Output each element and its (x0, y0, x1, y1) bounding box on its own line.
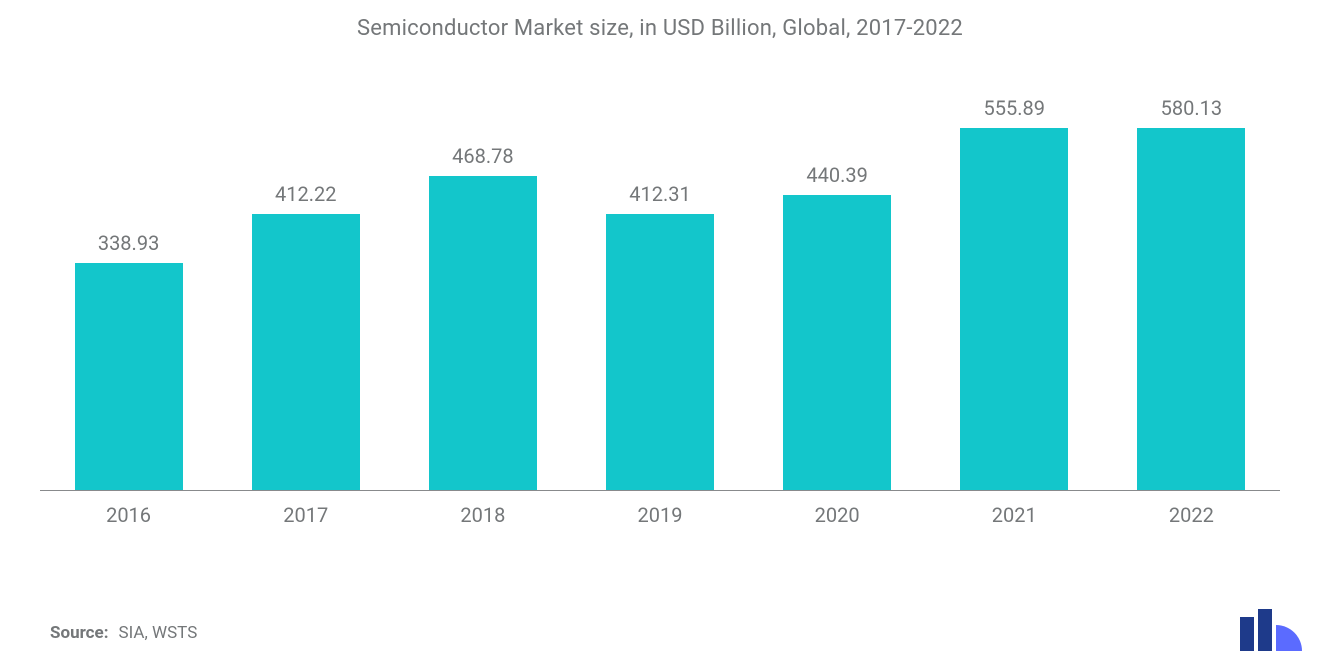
bar-slot: 468.78 (394, 96, 571, 490)
x-axis-label: 2016 (40, 503, 217, 527)
bar-value-label: 440.39 (806, 163, 867, 187)
bar-value-label: 338.93 (98, 231, 159, 255)
bar-value-label: 468.78 (452, 144, 513, 168)
bar (1137, 128, 1245, 490)
bar-slot: 412.22 (217, 96, 394, 490)
chart-title: Semiconductor Market size, in USD Billio… (0, 0, 1320, 41)
x-axis-label: 2017 (217, 503, 394, 527)
bar-value-label: 555.89 (984, 96, 1045, 120)
source-label: Source: (50, 623, 108, 643)
x-axis-label: 2022 (1103, 503, 1280, 527)
brand-logo-icon (1238, 609, 1302, 651)
bar-slot: 412.31 (571, 96, 748, 490)
x-axis-label: 2019 (571, 503, 748, 527)
bar-value-label: 412.22 (275, 182, 336, 206)
plot-area: 338.93 412.22 468.78 412.31 440.39 555.89 580.… (40, 96, 1280, 491)
bar (252, 214, 360, 490)
bar (783, 195, 891, 490)
bar-slot: 555.89 (926, 96, 1103, 490)
source-line: Source: SIA, WSTS (50, 623, 197, 643)
bar-value-label: 580.13 (1161, 96, 1222, 120)
source-text: SIA, WSTS (118, 623, 197, 643)
bar (429, 176, 537, 490)
x-axis: 2016201720182019202020212022 (40, 503, 1280, 527)
bar (606, 214, 714, 490)
bar-slot: 580.13 (1103, 96, 1280, 490)
bar-slot: 440.39 (749, 96, 926, 490)
bar-slot: 338.93 (40, 96, 217, 490)
x-axis-label: 2020 (749, 503, 926, 527)
bar (960, 128, 1068, 490)
x-axis-label: 2018 (394, 503, 571, 527)
bar (75, 263, 183, 490)
x-axis-label: 2021 (926, 503, 1103, 527)
chart-container: Semiconductor Market size, in USD Billio… (0, 0, 1320, 665)
bar-value-label: 412.31 (629, 182, 690, 206)
